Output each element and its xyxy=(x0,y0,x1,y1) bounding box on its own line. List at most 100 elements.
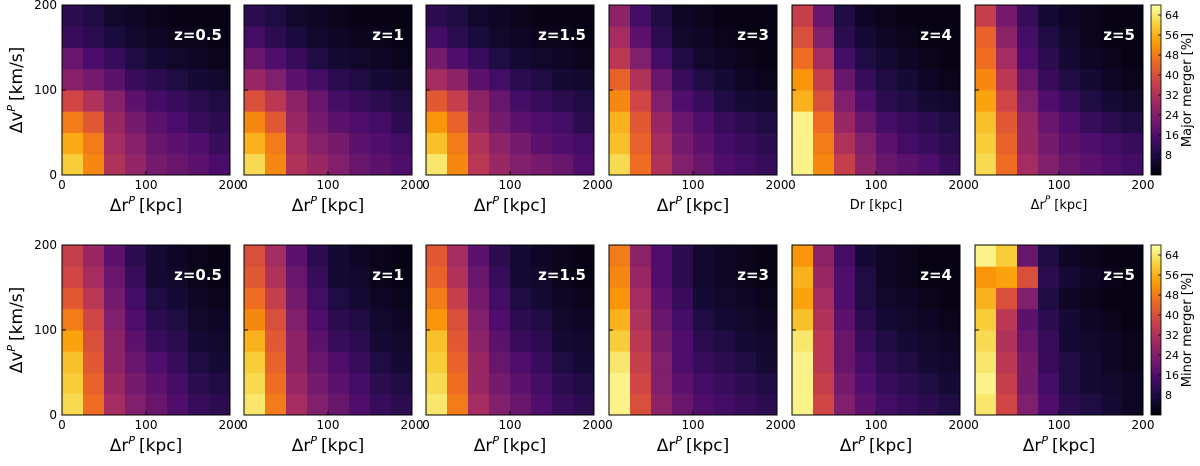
heatmap-cell xyxy=(813,68,835,91)
heatmap-cell xyxy=(714,372,736,395)
heatmap-cell xyxy=(714,111,736,133)
heatmap-cell xyxy=(1038,330,1060,352)
y-axis-label: ΔvP [km/s] xyxy=(5,47,27,134)
heatmap-cell xyxy=(693,26,715,48)
x-tick-label: 0 xyxy=(971,178,979,192)
heatmap-cell xyxy=(531,111,553,133)
heatmap-cell xyxy=(426,372,448,395)
heatmap-cell xyxy=(651,47,673,70)
heatmap-cell xyxy=(426,330,448,352)
heatmap-cell xyxy=(468,330,490,352)
heatmap-cell xyxy=(834,393,856,416)
heatmap-cell xyxy=(328,132,350,155)
x-axis-label: ΔrP [kpc] xyxy=(292,194,365,216)
heatmap-cell xyxy=(510,47,532,70)
heatmap-cell xyxy=(609,47,631,70)
heatmap-cell xyxy=(1059,90,1081,112)
heatmap-cell xyxy=(286,153,308,176)
heatmap-cell xyxy=(489,372,511,395)
heatmap-cell xyxy=(1080,393,1102,416)
heatmap-cell xyxy=(244,308,266,331)
heatmap-cell xyxy=(939,393,961,416)
heatmap-cell xyxy=(426,308,448,331)
x-tick-label: 200 xyxy=(583,178,606,192)
heatmap-cell xyxy=(1080,111,1102,133)
heatmap-cell xyxy=(714,351,736,373)
heatmap-cell xyxy=(209,90,231,112)
heatmap-cell xyxy=(876,153,898,176)
heatmap-cell xyxy=(531,245,553,267)
heatmap-cell xyxy=(286,245,308,267)
heatmap-cell xyxy=(62,111,84,133)
heatmap-cell xyxy=(975,26,997,48)
x-axis-superscript: P xyxy=(492,194,499,207)
heatmap-cell xyxy=(531,308,553,331)
heatmap-cell xyxy=(735,68,757,91)
x-axis-unit: [kpc] xyxy=(139,436,182,456)
heatmap-cell xyxy=(1101,372,1123,395)
heatmap-cell xyxy=(349,90,371,112)
redshift-label: z=1.5 xyxy=(538,26,586,44)
heatmap-cell xyxy=(286,132,308,155)
heatmap-cell xyxy=(370,132,392,155)
heatmap-cell xyxy=(897,245,919,267)
x-axis-superscript: P xyxy=(310,194,317,207)
heatmap-cell xyxy=(813,47,835,70)
heatmap-cell xyxy=(855,68,877,91)
heatmap-cell xyxy=(167,330,189,352)
heatmap-cell xyxy=(1038,26,1060,48)
heatmap-cell xyxy=(125,245,147,267)
heatmap-cell xyxy=(714,266,736,288)
x-axis-symbol: Δr xyxy=(1023,436,1042,456)
redshift-label: z=1 xyxy=(372,26,404,44)
heatmap-cell xyxy=(573,153,595,176)
heatmap-cell xyxy=(1122,372,1144,395)
heatmap-cell xyxy=(188,330,210,352)
x-tick-label: 200 xyxy=(766,418,789,432)
heatmap-cell xyxy=(735,153,757,176)
heatmap-cell xyxy=(876,330,898,352)
heatmap-cell xyxy=(735,266,757,288)
heatmap-cell xyxy=(996,287,1018,310)
heatmap-cell xyxy=(125,5,147,27)
heatmap-cell xyxy=(265,26,287,48)
heatmap-cell xyxy=(1080,90,1102,112)
heatmap-cell xyxy=(855,308,877,331)
heatmap-cell xyxy=(714,287,736,310)
heatmap-cell xyxy=(813,26,835,48)
heatmap-cell xyxy=(531,26,553,48)
x-tick-label: 100 xyxy=(865,418,888,432)
heatmap-cell xyxy=(104,5,126,27)
heatmap-cell xyxy=(83,287,105,310)
heatmap-cell xyxy=(552,90,574,112)
redshift-label: z=5 xyxy=(1103,266,1135,284)
heatmap-cell xyxy=(573,47,595,70)
heatmap-cell xyxy=(714,132,736,155)
heatmap-cell xyxy=(1017,351,1039,373)
heatmap-cell xyxy=(714,47,736,70)
heatmap-cell xyxy=(834,111,856,133)
heatmap-cell xyxy=(146,393,168,416)
x-axis-symbol: Δr xyxy=(292,436,311,456)
heatmap-cell xyxy=(307,372,329,395)
x-axis-unit: [kpc] xyxy=(869,436,912,456)
heatmap-cell xyxy=(447,132,469,155)
colorbar-scale xyxy=(1150,4,1162,176)
y-axis-label: ΔvP [km/s] xyxy=(5,287,27,374)
heatmap-cell xyxy=(996,26,1018,48)
x-axis-superscript: P xyxy=(1045,195,1051,205)
heatmap-cell xyxy=(918,111,940,133)
heatmap-cell xyxy=(855,111,877,133)
heatmap-cell xyxy=(756,245,778,267)
heatmap-cell xyxy=(328,5,350,27)
heatmap-cell xyxy=(244,330,266,352)
heatmap-cell xyxy=(489,330,511,352)
heatmap-cell xyxy=(630,90,652,112)
x-tick-label: 100 xyxy=(682,178,705,192)
heatmap-cell xyxy=(1080,372,1102,395)
heatmap-cell xyxy=(876,26,898,48)
heatmap-cell xyxy=(209,393,231,416)
heatmap-cell xyxy=(1101,266,1123,288)
heatmap-cell xyxy=(1038,308,1060,331)
colorbar-tick-label: 24 xyxy=(1165,109,1179,122)
